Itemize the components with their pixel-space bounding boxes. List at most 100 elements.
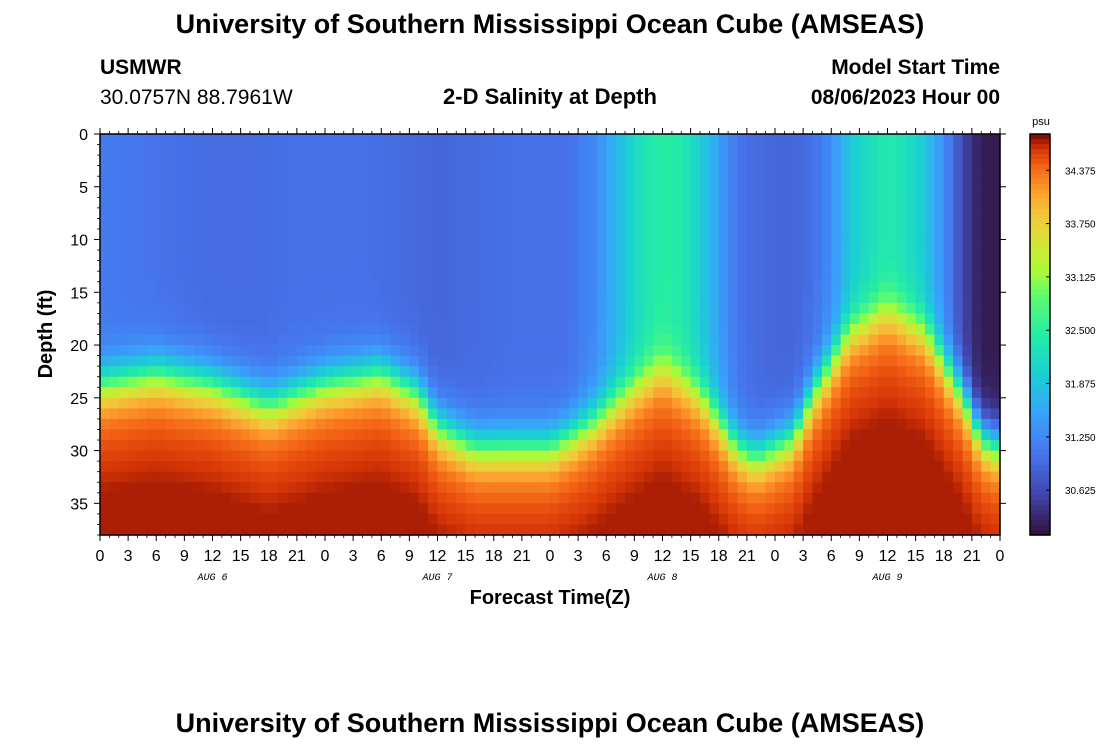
heatmap-cell (268, 334, 279, 346)
heatmap-cell (212, 250, 223, 262)
heatmap-cell (371, 239, 382, 251)
heatmap-cell (775, 313, 785, 325)
heatmap-cell (362, 387, 373, 399)
heatmap-cell (896, 345, 907, 357)
heatmap-cell (671, 155, 682, 167)
heatmap-cell (550, 292, 560, 304)
heatmap-cell (193, 260, 204, 272)
heatmap-cell (184, 492, 195, 504)
heatmap-cell (446, 155, 457, 167)
heatmap-cell (231, 165, 242, 177)
heatmap-cell (784, 250, 795, 262)
heatmap-cell (381, 292, 392, 304)
heatmap-cell (765, 471, 776, 483)
heatmap-cell (653, 503, 664, 515)
heatmap-cell (175, 355, 185, 367)
heatmap-cell (268, 429, 279, 441)
heatmap-cell (784, 450, 795, 462)
heatmap-cell (371, 228, 382, 241)
heatmap-cell (606, 197, 617, 209)
heatmap-cell (812, 176, 823, 188)
heatmap-cell (503, 334, 514, 346)
heatmap-cell (821, 366, 832, 378)
heatmap-cell (484, 302, 495, 314)
heatmap-cell (568, 418, 579, 431)
heatmap-cell (456, 440, 467, 452)
heatmap-cell (812, 302, 823, 314)
heatmap-cell (737, 345, 748, 357)
heatmap-cell (578, 250, 589, 262)
heatmap-cell (315, 503, 326, 515)
heatmap-cell (606, 503, 617, 515)
heatmap-cell (925, 334, 935, 346)
heatmap-cell (840, 397, 851, 409)
heatmap-cell (625, 260, 635, 272)
heatmap-cell (915, 450, 926, 462)
heatmap-cell (531, 450, 542, 462)
heatmap-cell (756, 239, 767, 251)
heatmap-cell (700, 513, 710, 526)
heatmap-cell (137, 144, 148, 156)
heatmap-cell (821, 134, 832, 146)
heatmap-cell (878, 281, 889, 293)
heatmap-cell (193, 144, 204, 156)
heatmap-cell (156, 176, 167, 188)
heatmap-cell (203, 271, 214, 283)
heatmap-cell (175, 281, 185, 293)
heatmap-cell (803, 524, 814, 536)
heatmap-cell (662, 429, 673, 441)
heatmap-cell (718, 397, 729, 409)
heatmap-cell (456, 418, 467, 431)
heatmap-cell (296, 450, 307, 462)
heatmap-cell (606, 482, 617, 494)
heatmap-cell (137, 492, 148, 504)
heatmap-cell (568, 513, 579, 526)
heatmap-cell (906, 440, 917, 452)
heatmap-cell (212, 355, 223, 367)
heatmap-cell (418, 292, 429, 304)
heatmap-cell (587, 197, 598, 209)
heatmap-cell (953, 250, 964, 262)
heatmap-cell (709, 524, 720, 536)
heatmap-cell (718, 165, 729, 177)
heatmap-cell (437, 207, 448, 220)
heatmap-cell (821, 345, 832, 357)
heatmap-cell (231, 302, 242, 314)
heatmap-cell (943, 492, 954, 504)
heatmap-cell (521, 281, 532, 293)
heatmap-cell (428, 134, 439, 146)
heatmap-cell (606, 218, 617, 230)
heatmap-cell (353, 144, 364, 156)
heatmap-cell (165, 134, 176, 146)
heatmap-cell (990, 260, 1001, 272)
heatmap-cell (165, 260, 176, 272)
heatmap-cell (212, 503, 223, 515)
heatmap-cell (906, 397, 917, 409)
heatmap-cell (212, 323, 223, 336)
heatmap-cell (775, 440, 785, 452)
heatmap-cell (878, 345, 889, 357)
heatmap-cell (306, 144, 317, 156)
heatmap-cell (634, 323, 645, 336)
heatmap-cell (118, 418, 129, 431)
heatmap-cell (962, 271, 973, 283)
heatmap-cell (793, 292, 804, 304)
heatmap-cell (428, 513, 439, 526)
heatmap-cell (896, 503, 907, 515)
heatmap-cell (803, 345, 814, 357)
heatmap-cell (231, 144, 242, 156)
heatmap-cell (915, 376, 926, 388)
heatmap-cell (840, 334, 851, 346)
heatmap-cell (653, 281, 664, 293)
heatmap-cell (521, 292, 532, 304)
heatmap-cell (812, 218, 823, 230)
heatmap-cell (428, 492, 439, 504)
heatmap-cell (278, 260, 289, 272)
heatmap-cell (578, 197, 589, 209)
heatmap-cell (934, 471, 945, 483)
heatmap-cell (353, 376, 364, 388)
heatmap-cell (259, 482, 270, 494)
heatmap-cell (165, 197, 176, 209)
heatmap-cell (550, 302, 560, 314)
heatmap-cell (934, 429, 945, 441)
